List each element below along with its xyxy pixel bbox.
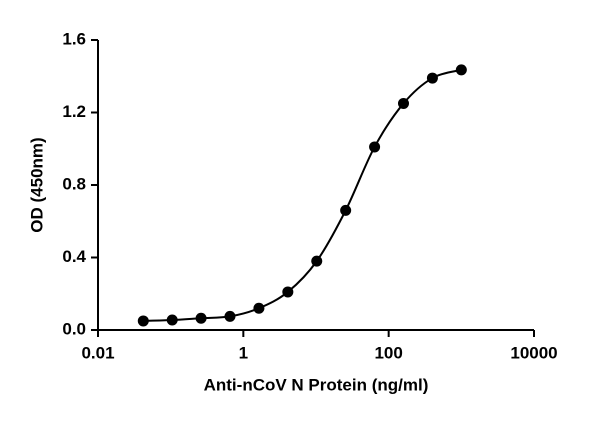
x-axis-label: Anti-nCoV N Protein (ng/ml) — [204, 375, 429, 394]
data-point — [397, 97, 409, 109]
data-point — [369, 141, 381, 153]
data-point — [455, 64, 467, 76]
y-tick-label: 0.4 — [62, 247, 86, 266]
y-axis-label: OD (450nm) — [27, 137, 46, 232]
data-point — [195, 312, 207, 324]
data-point — [426, 72, 438, 84]
y-tick-label: 1.6 — [62, 29, 86, 48]
data-point — [166, 314, 178, 326]
data-point — [340, 204, 352, 216]
x-tick-label: 1 — [239, 343, 248, 362]
x-tick-label: 0.01 — [81, 343, 114, 362]
y-tick-label: 0.0 — [62, 319, 86, 338]
x-tick-label: 100 — [374, 343, 402, 362]
x-tick-label: 10000 — [510, 343, 557, 362]
data-point — [282, 286, 294, 298]
fit-curve — [143, 68, 462, 322]
data-point — [311, 255, 323, 267]
data-point — [224, 310, 236, 322]
data-point — [137, 315, 149, 327]
y-tick-label: 0.8 — [62, 174, 86, 193]
y-tick-label: 1.2 — [62, 102, 86, 121]
data-point — [253, 302, 265, 314]
